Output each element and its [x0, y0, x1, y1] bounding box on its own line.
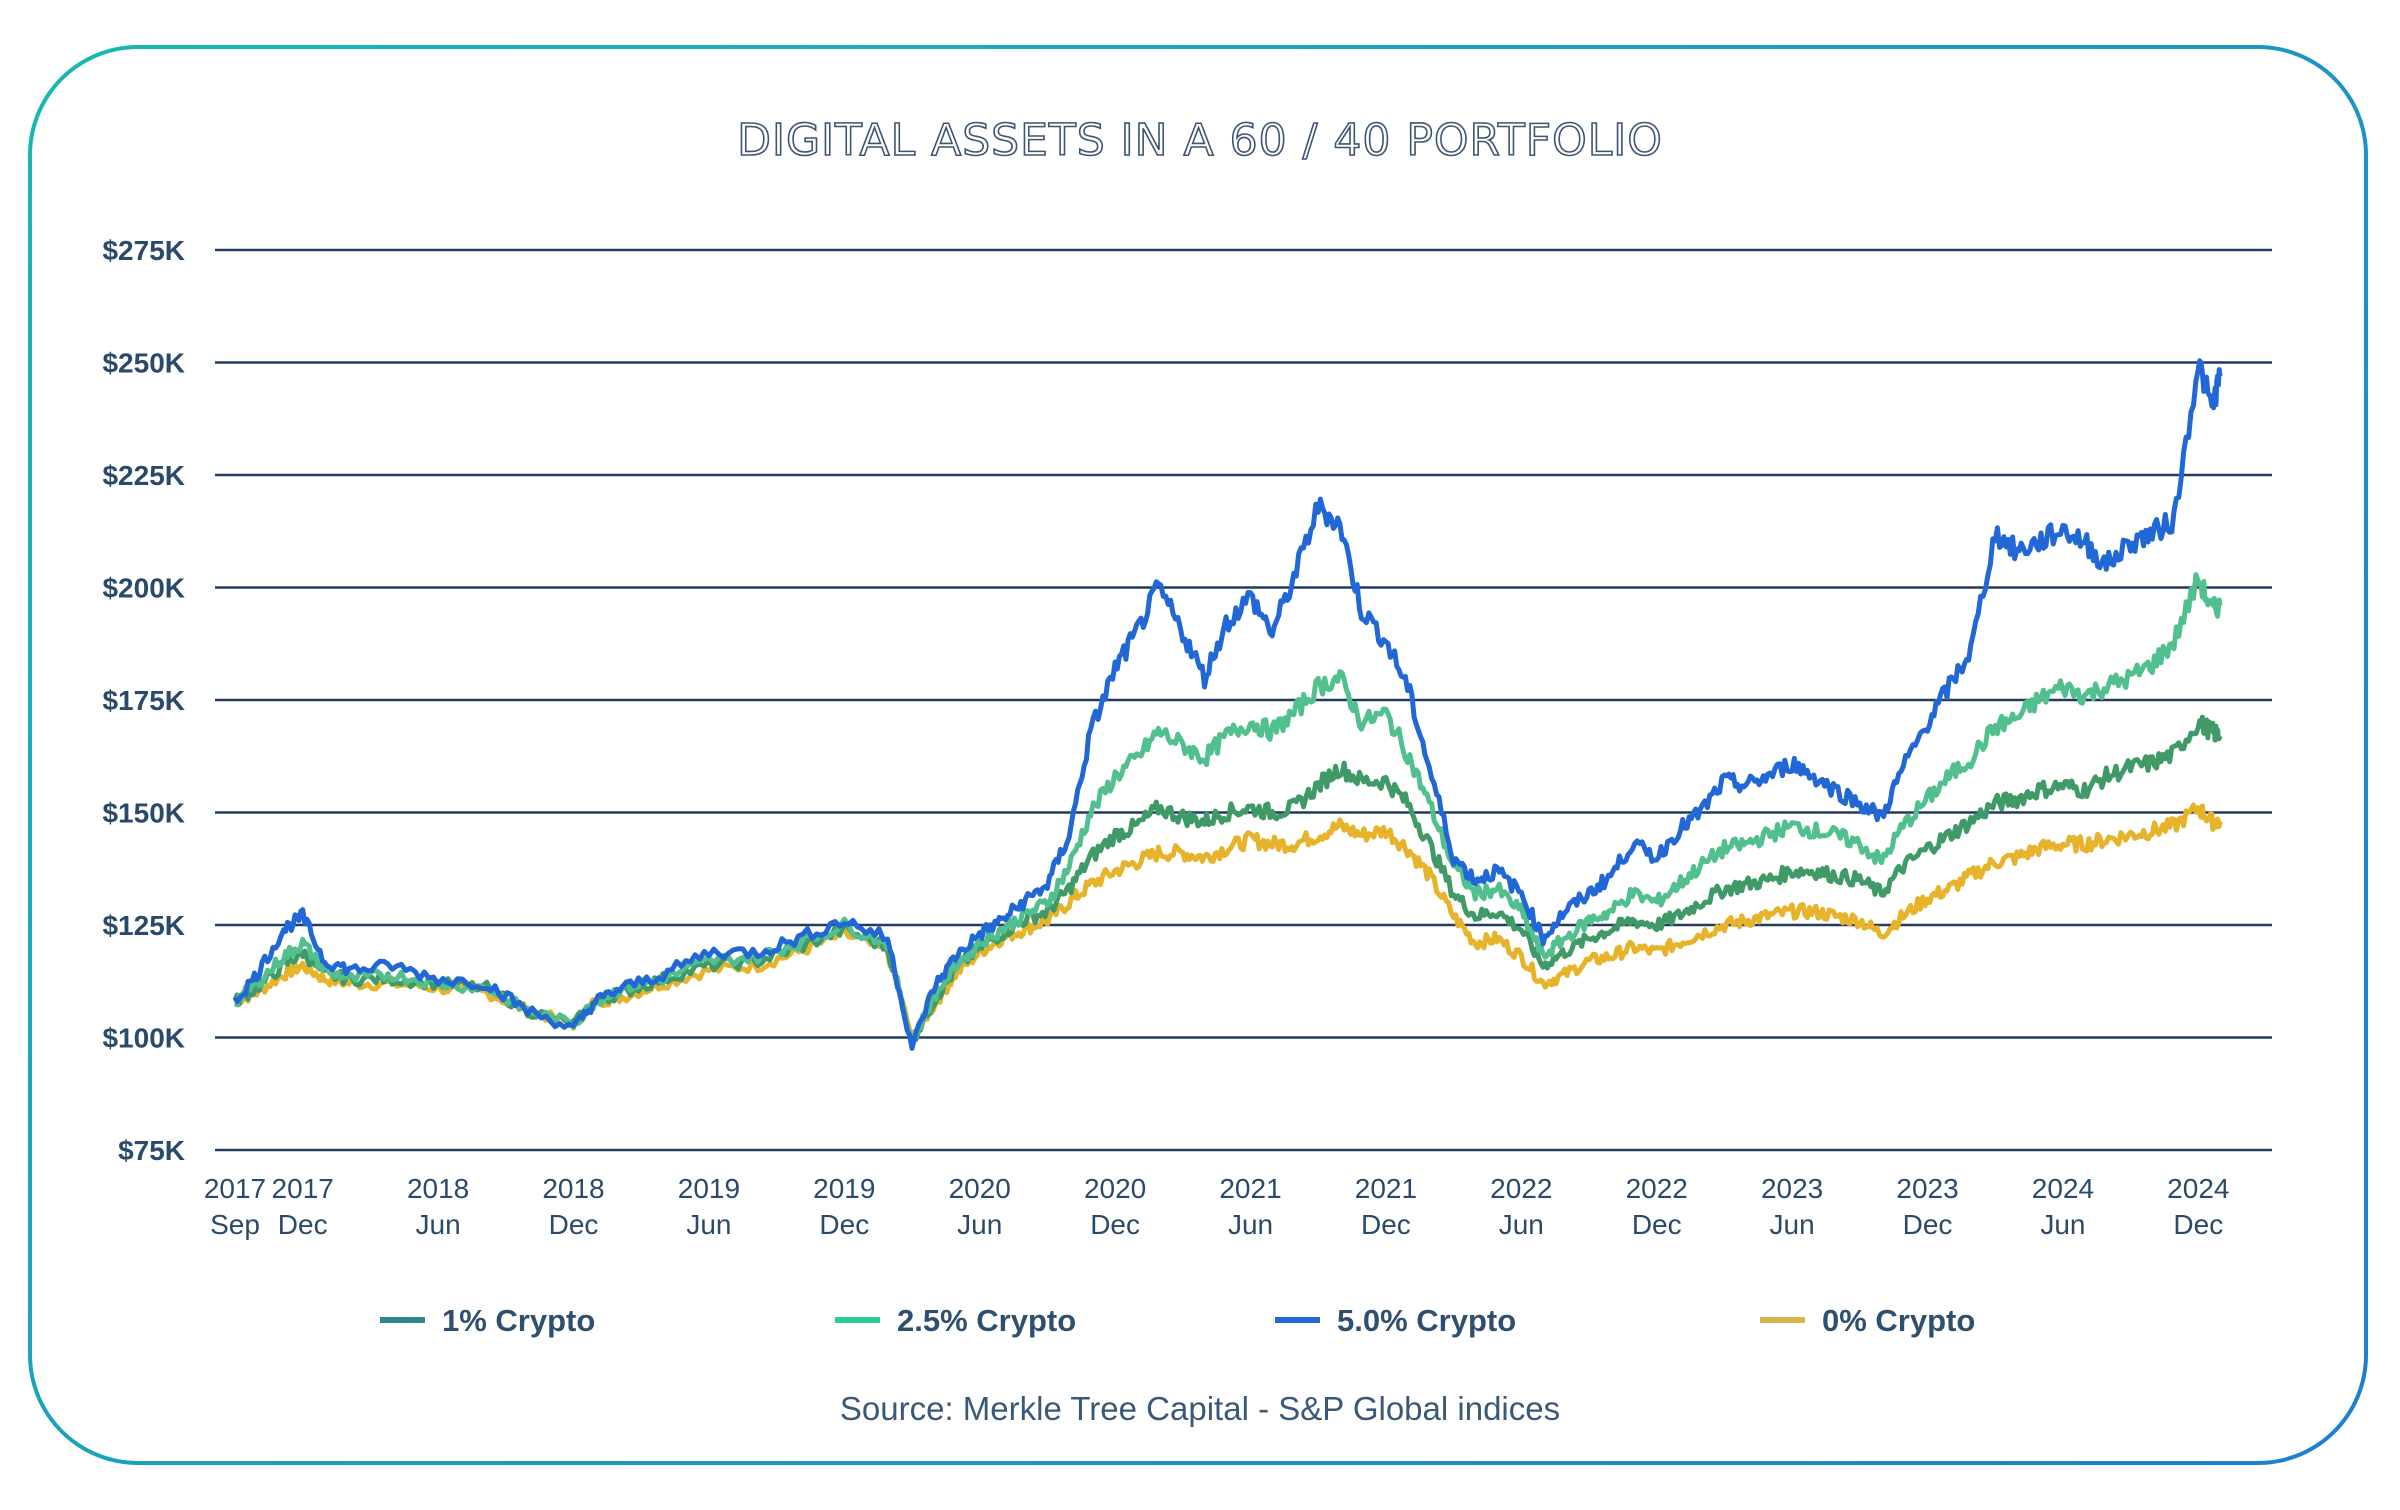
y-tick-label: $275K [102, 235, 185, 266]
grid-lines [215, 248, 2272, 1152]
x-tick-label: 2020 Jun [949, 1173, 1011, 1240]
y-tick-label: $150K [102, 798, 185, 829]
x-tick-label: 2021 Jun [1219, 1173, 1281, 1240]
x-tick-label: 2024 Jun [2032, 1173, 2094, 1240]
x-tick-label: 2023 Dec [1896, 1173, 1958, 1240]
x-tick-label: 2021 Dec [1355, 1173, 1417, 1240]
chart-title: DIGITAL ASSETS IN A 60 / 40 PORTFOLIO [737, 115, 1663, 166]
series-line-5-0-crypto [232, 358, 2223, 1051]
series-line-2-5-crypto [233, 572, 2223, 1044]
y-tick-label: $200K [102, 573, 185, 604]
legend-item: 5.0% Crypto [1275, 1303, 1516, 1338]
x-tick-label: 2017 Dec [272, 1173, 334, 1240]
x-tick-label: 2019 Dec [813, 1173, 875, 1240]
x-tick-label: 2022 Jun [1490, 1173, 1552, 1240]
x-tick-label: 2018 Dec [542, 1173, 604, 1240]
series-line-1-crypto [232, 714, 2223, 1043]
legend-label: 5.0% Crypto [1337, 1303, 1516, 1338]
legend: 1% Crypto 2.5% Crypto 5.0% Crypto 0% Crypto [380, 1303, 1975, 1338]
series-lines [232, 358, 2223, 1051]
x-tick-label: 2018 Jun [407, 1173, 469, 1240]
y-tick-label: $75K [118, 1135, 185, 1166]
x-tick-label: 2019 Jun [678, 1173, 740, 1240]
y-tick-label: $125K [102, 910, 185, 941]
legend-label: 1% Crypto [442, 1303, 595, 1338]
y-tick-label: $175K [102, 685, 185, 716]
y-tick-label: $100K [102, 1023, 185, 1054]
y-tick-label: $225K [102, 460, 185, 491]
x-tick-label: 2017 Sep [204, 1173, 266, 1240]
legend-label: 2.5% Crypto [897, 1303, 1076, 1338]
x-tick-label: 2024 Dec [2167, 1173, 2229, 1240]
legend-item: 0% Crypto [1760, 1303, 1975, 1338]
series-line-0-crypto [233, 802, 2223, 1039]
legend-item: 1% Crypto [380, 1303, 595, 1338]
x-tick-label: 2022 Dec [1626, 1173, 1688, 1240]
legend-item: 2.5% Crypto [835, 1303, 1076, 1338]
y-axis-ticks: $75K $100K $125K $150K $175K $200K $225K $250K $… [102, 235, 185, 1166]
x-tick-label: 2023 Jun [1761, 1173, 1823, 1240]
source-note: Source: Merkle Tree Capital - S&P Global… [840, 1390, 1560, 1427]
x-tick-label: 2020 Dec [1084, 1173, 1146, 1240]
legend-label: 0% Crypto [1822, 1303, 1975, 1338]
y-tick-label: $250K [102, 348, 185, 379]
